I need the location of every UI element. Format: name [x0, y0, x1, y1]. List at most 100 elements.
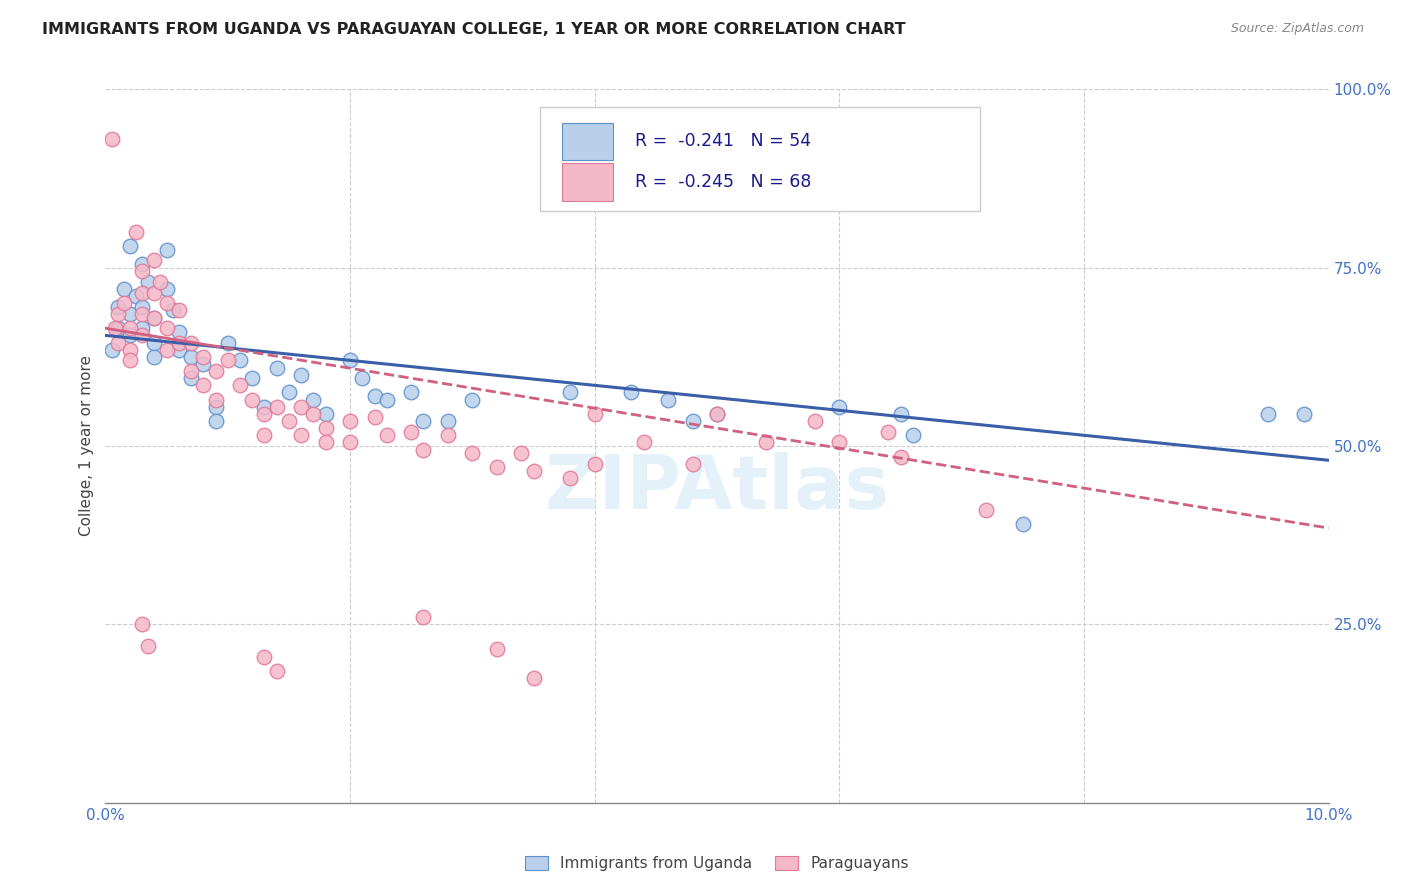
Point [118, 328, 141, 343]
Legend: Immigrants from Uganda, Paraguayans: Immigrants from Uganda, Paraguayans [519, 850, 915, 877]
Y-axis label: College, 1 year or more: College, 1 year or more [79, 356, 94, 536]
Point [155, 343, 177, 357]
Text: Source: ZipAtlas.com: Source: ZipAtlas.com [1230, 22, 1364, 36]
Point [193, 350, 215, 364]
Point [339, 353, 361, 368]
Point [266, 400, 288, 414]
Point [877, 425, 900, 439]
Point [278, 414, 301, 428]
Point [266, 360, 288, 375]
Point [266, 664, 288, 678]
Point [143, 310, 166, 325]
FancyBboxPatch shape [540, 107, 980, 211]
Point [401, 385, 423, 400]
Point [560, 385, 582, 400]
Point [253, 400, 276, 414]
Point [375, 428, 398, 442]
Point [461, 446, 484, 460]
Point [118, 239, 141, 253]
Point [706, 407, 728, 421]
Point [180, 335, 202, 350]
Point [375, 392, 398, 407]
Point [107, 335, 129, 350]
Point [804, 414, 827, 428]
Point [620, 385, 643, 400]
Point [131, 307, 153, 321]
Point [155, 321, 177, 335]
Point [131, 257, 153, 271]
Point [107, 300, 129, 314]
Point [889, 450, 911, 464]
Point [143, 350, 166, 364]
Point [290, 368, 312, 382]
Point [401, 425, 423, 439]
Point [1011, 517, 1033, 532]
Point [437, 428, 460, 442]
Point [118, 353, 141, 368]
Point [485, 642, 508, 657]
Point [682, 457, 704, 471]
Point [657, 392, 679, 407]
Point [240, 392, 263, 407]
Point [240, 371, 263, 385]
Point [253, 428, 276, 442]
Point [131, 264, 153, 278]
Point [125, 289, 148, 303]
Point [180, 364, 202, 378]
Point [523, 464, 546, 478]
Text: R =  -0.245   N = 68: R = -0.245 N = 68 [636, 173, 811, 191]
Point [204, 414, 226, 428]
Text: IMMIGRANTS FROM UGANDA VS PARAGUAYAN COLLEGE, 1 YEAR OR MORE CORRELATION CHART: IMMIGRANTS FROM UGANDA VS PARAGUAYAN COL… [42, 22, 905, 37]
Point [302, 392, 325, 407]
Point [131, 328, 153, 343]
Point [339, 414, 361, 428]
Point [155, 282, 177, 296]
Point [131, 617, 153, 632]
Point [204, 364, 226, 378]
Text: R =  -0.241   N = 54: R = -0.241 N = 54 [636, 132, 811, 150]
Bar [562, 163, 613, 201]
Point [162, 303, 184, 318]
Point [412, 414, 434, 428]
Point [180, 371, 202, 385]
Point [131, 300, 153, 314]
Point [363, 389, 385, 403]
Point [136, 275, 159, 289]
Point [315, 435, 337, 450]
Point [523, 671, 546, 685]
Point [193, 357, 215, 371]
Point [352, 371, 374, 385]
Point [125, 225, 148, 239]
Point [889, 407, 911, 421]
Point [302, 407, 325, 421]
Point [107, 307, 129, 321]
Point [682, 414, 704, 428]
Point [290, 400, 312, 414]
Point [363, 410, 385, 425]
Point [510, 446, 533, 460]
Point [149, 275, 172, 289]
Point [100, 132, 122, 146]
Point [155, 243, 177, 257]
Point [204, 400, 226, 414]
Point [193, 378, 215, 392]
Point [155, 296, 177, 310]
Point [229, 378, 252, 392]
Point [100, 343, 122, 357]
Point [131, 285, 153, 300]
Point [633, 435, 655, 450]
Bar [562, 123, 613, 160]
Point [290, 428, 312, 442]
Point [412, 610, 434, 624]
Point [583, 457, 606, 471]
Point [204, 392, 226, 407]
Point [828, 400, 851, 414]
Point [104, 321, 127, 335]
Point [112, 296, 135, 310]
Point [560, 471, 582, 485]
Point [253, 649, 276, 664]
Point [583, 186, 606, 200]
Point [828, 435, 851, 450]
Point [278, 385, 301, 400]
Point [167, 343, 190, 357]
